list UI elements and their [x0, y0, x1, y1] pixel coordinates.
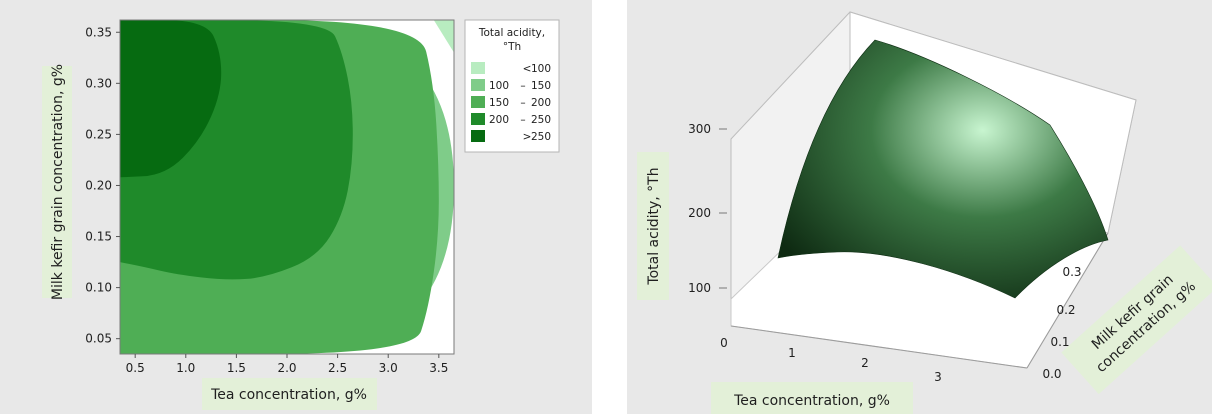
contour-region	[433, 20, 454, 53]
surface-plot: 100 200 300 0 1 2 3 0.0 0.1 0.2 0.3 Total acidity, …	[637, 11, 1212, 414]
legend-range-op: <	[523, 63, 532, 75]
x-tick-label: 0.5	[126, 361, 145, 375]
floor-edge-right	[1026, 232, 1109, 369]
z-axis-label-box	[637, 152, 669, 300]
x-tick-label: 2.5	[328, 361, 347, 375]
z-tick-label: 300	[688, 122, 711, 136]
z-tick-label: 200	[688, 206, 711, 220]
y-tick-label: 0.20	[85, 178, 112, 192]
contour-region	[120, 20, 222, 178]
y-tick-label: 0.15	[85, 230, 112, 244]
legend-range-op: >	[523, 131, 532, 143]
y-tick-label: 0.2	[1056, 303, 1075, 317]
response-surface	[777, 39, 1109, 299]
x-axis-label-box	[711, 382, 913, 414]
legend-range-dash: –	[520, 114, 525, 126]
y-tick-label: 0.05	[85, 332, 112, 346]
y-axis-label-box	[1061, 245, 1212, 395]
x-tick-label: 0	[720, 336, 728, 350]
contour-plot: 0.5 1.0 1.5 2.0 2.5 3.0 3.5 0.05 0.10 0.15 0.20 0.2…	[42, 19, 560, 410]
legend-range-high: 150	[531, 80, 551, 92]
legend-range-value: 100	[531, 63, 551, 75]
legend-range-low: 100	[489, 80, 509, 92]
legend-range-high: 250	[531, 114, 551, 126]
x-tick-label: 1	[788, 346, 796, 360]
legend-swatch	[471, 62, 485, 74]
x-tick-label: 1.5	[227, 361, 246, 375]
legend-swatch	[471, 130, 485, 142]
legend-range-high: 200	[531, 97, 551, 109]
floor-edge-front	[730, 325, 1028, 369]
y-tick-label: 0.3	[1062, 265, 1081, 279]
x-axis-label: Tea concentration, g%	[733, 393, 890, 409]
legend-swatch	[471, 96, 485, 108]
legend-range-low: 200	[489, 114, 509, 126]
y-tick-label: 0.30	[85, 76, 112, 90]
y-axis-label-box	[42, 66, 72, 298]
x-tick-label: 3	[934, 370, 942, 384]
contour-plot-panel: 0.5 1.0 1.5 2.0 2.5 3.0 3.5 0.05 0.10 0.15 0.20 0.2…	[0, 0, 592, 414]
x-axis-label: Tea concentration, g%	[210, 387, 367, 403]
x-tick-label: 1.0	[176, 361, 195, 375]
x-tick-label: 2.0	[277, 361, 296, 375]
legend-title: Total acidity,	[478, 27, 545, 39]
y-tick-label: 0.1	[1050, 335, 1069, 349]
y-axis-label: Milk kefir grain concentration, g%	[50, 64, 66, 300]
legend-range-dash: –	[520, 97, 525, 109]
surface-plot-panel: 100 200 300 0 1 2 3 0.0 0.1 0.2 0.3 Total acidity, …	[627, 0, 1212, 414]
x-tick-label: 2	[861, 356, 869, 370]
x-tick-label: 3.0	[379, 361, 398, 375]
y-tick-label: 0.25	[85, 127, 112, 141]
x-axis-label-box	[202, 378, 377, 410]
z-tick-label: 100	[688, 281, 711, 295]
legend-swatch	[471, 113, 485, 125]
legend-unit: °Th	[503, 41, 521, 53]
legend-swatch	[471, 79, 485, 91]
y-tick-label: 0.0	[1042, 367, 1061, 381]
legend-range-low: 150	[489, 97, 509, 109]
x-tick-label: 3.5	[429, 361, 448, 375]
legend-range-dash: –	[520, 80, 525, 92]
contour-regions	[120, 20, 454, 354]
y-tick-label: 0.10	[85, 281, 112, 295]
z-axis-label: Total acidity, °Th	[646, 167, 662, 285]
legend-range-value: 250	[531, 131, 551, 143]
y-tick-label: 0.35	[85, 25, 112, 39]
